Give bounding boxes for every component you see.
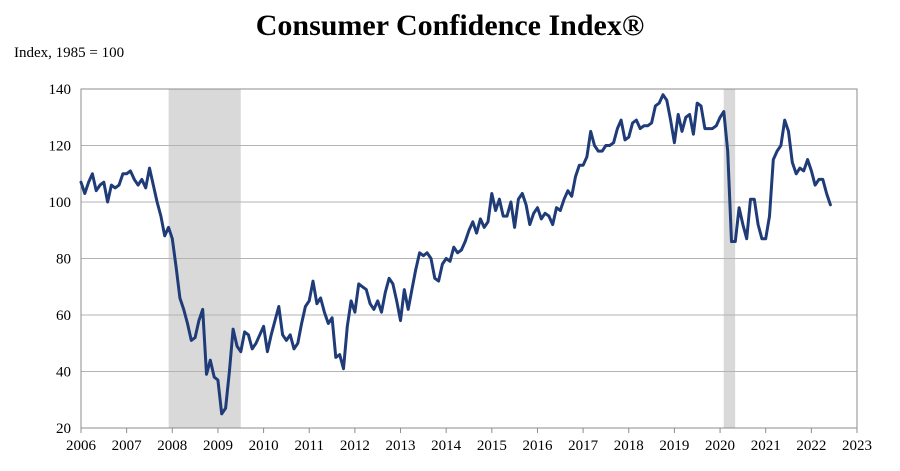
x-tick-label: 2020 <box>705 438 735 454</box>
y-tick-label: 120 <box>49 139 72 155</box>
x-tick-label: 2006 <box>66 438 97 454</box>
x-tick-label: 2016 <box>522 438 553 454</box>
y-axis-label: Index, 1985 = 100 <box>14 45 125 61</box>
x-tick-label: 2007 <box>112 438 143 454</box>
x-tick-label: 2015 <box>477 438 507 454</box>
x-tick-label: 2011 <box>295 438 324 454</box>
x-tick-label: 2019 <box>659 438 689 454</box>
x-tick-label: 2021 <box>751 438 781 454</box>
x-tick-label: 2017 <box>568 438 599 454</box>
x-tick-label: 2022 <box>796 438 826 454</box>
x-tick-label: 2014 <box>431 438 462 454</box>
chart-title: Consumer Confidence Index® <box>255 9 645 42</box>
x-tick-label: 2018 <box>614 438 644 454</box>
y-tick-label: 140 <box>49 82 72 98</box>
x-tick-label: 2023 <box>842 438 872 454</box>
x-tick-label: 2009 <box>203 438 233 454</box>
plot-area <box>80 88 858 429</box>
y-tick-label: 60 <box>56 308 71 324</box>
y-tick-label: 20 <box>56 421 71 437</box>
y-tick-label: 100 <box>49 195 72 211</box>
x-tick-label: 2012 <box>340 438 370 454</box>
x-tick-label: 2010 <box>249 438 279 454</box>
series-line <box>79 93 832 416</box>
y-tick-label: 80 <box>56 252 71 268</box>
x-tick-label: 2013 <box>386 438 416 454</box>
y-tick-label: 40 <box>56 365 71 381</box>
x-tick-label: 2008 <box>157 438 187 454</box>
